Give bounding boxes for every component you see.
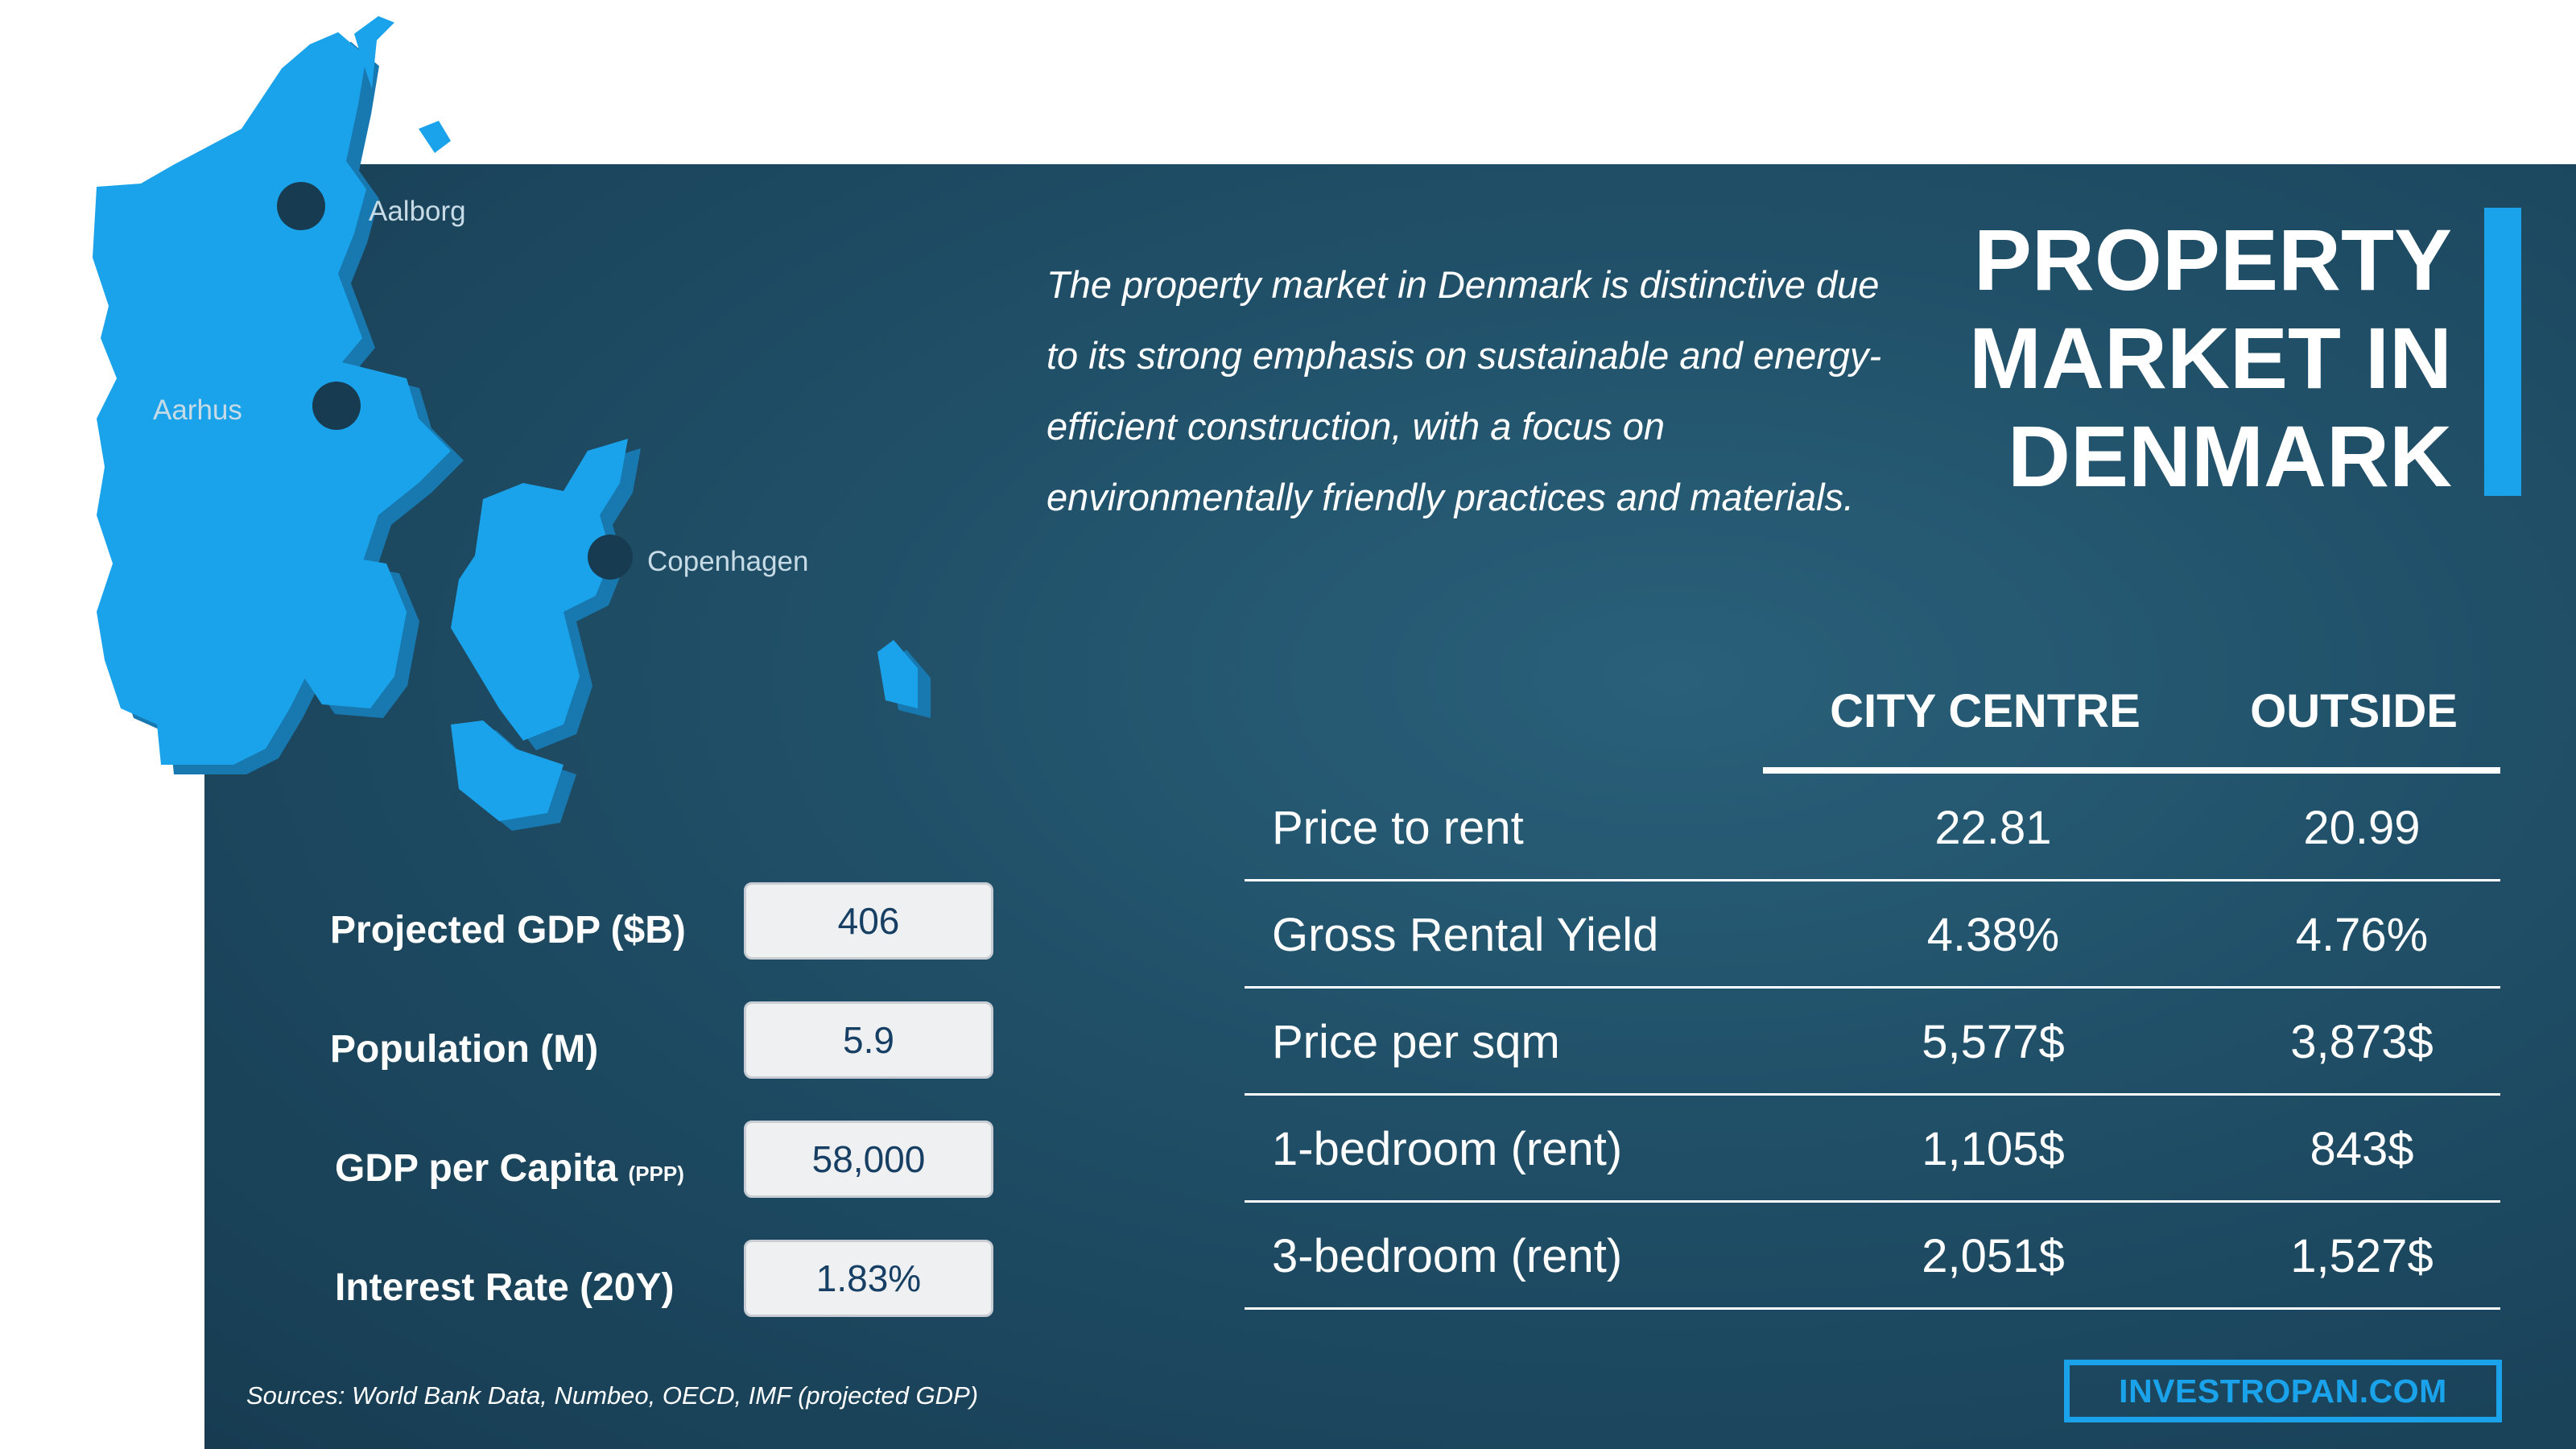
- column-header-outside: OUTSIDE: [2250, 685, 2458, 737]
- city-centre-value: 1,105$: [1922, 1123, 2065, 1175]
- table-row: Price per sqm 5,577$ 3,873$: [1245, 989, 2500, 1096]
- outside-value: 3,873$: [2290, 1016, 2434, 1068]
- city-marker-copenhagen: [588, 535, 633, 580]
- title-line: MARKET IN: [1969, 309, 2452, 407]
- table-row: Price to rent 22.81 20.99: [1245, 774, 2500, 881]
- map-land: [93, 16, 918, 821]
- stat-label-population: Population (M): [330, 1027, 708, 1071]
- intro-paragraph: The property market in Denmark is distin…: [1046, 263, 1882, 518]
- title-accent-bar: [2484, 208, 2521, 496]
- stat-label-text: Projected GDP ($B): [330, 909, 686, 952]
- row-label: 1-bedroom (rent): [1272, 1123, 1623, 1175]
- stat-value-gdp: 406: [744, 882, 993, 960]
- stat-label-text: GDP per Capita: [335, 1147, 629, 1190]
- city-centre-value: 5,577$: [1922, 1016, 2065, 1068]
- page-title: PROPERTY MARKET IN DENMARK: [1969, 211, 2452, 506]
- sources-note: Sources: World Bank Data, Numbeo, OECD, …: [246, 1381, 979, 1410]
- title-line: DENMARK: [2008, 407, 2452, 505]
- stat-label-interest-rate: Interest Rate (20Y): [335, 1265, 713, 1310]
- city-centre-value: 22.81: [1934, 802, 2052, 854]
- row-divider: [1245, 1093, 2500, 1096]
- stat-label-gdp-per-capita: GDP per Capita (PPP): [335, 1146, 713, 1191]
- denmark-map: [93, 16, 931, 831]
- row-label: Gross Rental Yield: [1272, 909, 1659, 961]
- header-divider: [1763, 767, 2500, 774]
- background-panel: [204, 164, 2576, 1449]
- outside-value: 1,527$: [2290, 1230, 2434, 1282]
- stat-value-population: 5.9: [744, 1001, 993, 1079]
- row-label: 3-bedroom (rent): [1272, 1230, 1623, 1282]
- city-marker-aarhus: [312, 382, 361, 430]
- table-row: 1-bedroom (rent) 1,105$ 843$: [1245, 1096, 2500, 1203]
- row-divider: [1245, 1200, 2500, 1203]
- city-label-aalborg: Aalborg: [369, 196, 466, 227]
- row-label: Price per sqm: [1272, 1016, 1560, 1068]
- outside-value: 20.99: [2303, 802, 2421, 854]
- column-header-city-centre: CITY CENTRE: [1830, 685, 2140, 737]
- table-row: 3-bedroom (rent) 2,051$ 1,527$: [1245, 1203, 2500, 1310]
- city-marker-aalborg: [277, 182, 325, 230]
- title-line: PROPERTY: [1973, 211, 2452, 308]
- city-centre-value: 2,051$: [1922, 1230, 2065, 1282]
- outside-value: 843$: [2310, 1123, 2414, 1175]
- stat-label-text: Population (M): [330, 1028, 599, 1071]
- brand-link[interactable]: INVESTROPAN.COM: [2064, 1360, 2502, 1422]
- city-label-copenhagen: Copenhagen: [647, 546, 809, 577]
- row-label: Price to rent: [1272, 802, 1524, 854]
- stat-value-gdp-per-capita: 58,000: [744, 1121, 993, 1198]
- row-divider: [1245, 986, 2500, 989]
- outside-value: 4.76%: [2295, 909, 2429, 961]
- stat-label-gdp: Projected GDP ($B): [330, 908, 708, 952]
- row-divider: [1245, 879, 2500, 881]
- stat-label-text: Interest Rate (20Y): [335, 1266, 675, 1309]
- row-divider: [1245, 1307, 2500, 1310]
- city-label-aarhus: Aarhus: [153, 394, 242, 426]
- stat-value-interest-rate: 1.83%: [744, 1240, 993, 1317]
- table-row: Gross Rental Yield 4.38% 4.76%: [1245, 881, 2500, 989]
- city-centre-value: 4.38%: [1926, 909, 2060, 961]
- stat-label-note: (PPP): [628, 1162, 684, 1186]
